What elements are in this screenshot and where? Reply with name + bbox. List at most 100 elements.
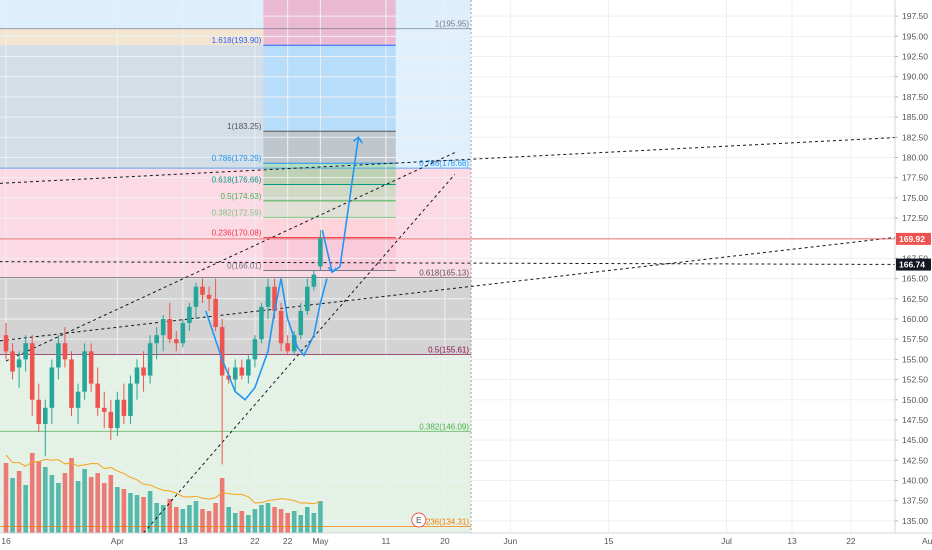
candle-body (75, 391, 81, 408)
price-tick-label: 190.00 (902, 72, 928, 82)
candle-body (206, 294, 212, 299)
volume-bar (3, 463, 9, 533)
fib-left-label: 1.618(193.90) (212, 36, 262, 45)
candle-body (29, 343, 35, 400)
volume-bar (141, 497, 146, 533)
fib-right-label: 0.618(165.13) (419, 269, 469, 278)
trend-line[interactable] (143, 174, 456, 534)
candle-body (291, 335, 297, 352)
time-tick-label: 22 (250, 536, 260, 546)
volume-bar (101, 483, 107, 533)
candle-body (219, 327, 225, 376)
candle-body (121, 399, 127, 416)
price-tick-label: 160.00 (902, 314, 928, 324)
price-tick-label: 192.50 (902, 52, 928, 62)
price-tick-label: 147.50 (902, 415, 928, 425)
volume-bar (200, 509, 205, 533)
fib-left-label: 0.382(172.59) (212, 208, 262, 217)
volume-bar (16, 471, 22, 533)
price-tick-label: 180.00 (902, 152, 928, 162)
trend-line[interactable] (5, 152, 455, 362)
candle-body (252, 339, 258, 360)
candle-body (62, 343, 68, 360)
candle-body (239, 367, 245, 376)
volume-bar (121, 489, 127, 533)
fib-left-label: 0.618(176.66) (212, 175, 262, 184)
price-tick-label: 135.00 (902, 516, 928, 526)
fib-left-label: 1(183.25) (227, 122, 262, 131)
price-tick-label: 172.50 (902, 213, 928, 223)
candle-body (56, 343, 61, 368)
candle-body (232, 367, 238, 380)
volume-bar (278, 509, 284, 533)
volume-bar (75, 481, 81, 533)
fib-right-label: 0.5(155.61) (428, 345, 469, 354)
trend-lines[interactable] (0, 135, 932, 534)
candles (3, 230, 323, 465)
candle-body (10, 351, 15, 372)
fib-zone-right-top (0, 28, 264, 46)
trend-line[interactable] (0, 236, 896, 342)
fib-zone-left (263, 0, 396, 46)
volume-bar (232, 513, 238, 533)
drawings[interactable]: E (205, 136, 427, 528)
fib-right-label: 0.382(146.09) (419, 422, 469, 431)
volume-bar (246, 515, 251, 533)
time-tick-label: May (312, 536, 329, 546)
volume-bar (174, 507, 179, 533)
time-tick-label: Apr (111, 536, 124, 546)
fib-left-label: 0(166.01) (227, 261, 262, 270)
marked-price-badge-label: 166.74 (899, 260, 925, 270)
fib-zone-right (0, 0, 472, 29)
volume-bar (49, 475, 55, 533)
price-tick-label: 157.50 (902, 334, 928, 344)
volume-bar (88, 477, 94, 533)
arrow-head (352, 136, 364, 144)
price-tick-label: 140.00 (902, 476, 928, 486)
candle-body (134, 367, 140, 384)
fib-zone-right (0, 277, 472, 355)
price-tick-label: 152.50 (902, 375, 928, 385)
candle-body (69, 359, 74, 408)
volume-bar (10, 478, 15, 533)
price-tick-label: 175.00 (902, 193, 928, 203)
candle-body (180, 323, 186, 344)
volume-bar (219, 478, 225, 533)
candle-body (298, 310, 304, 336)
volume-bar (193, 501, 199, 533)
volume-bar (239, 511, 245, 533)
candle-body (23, 343, 28, 360)
time-tick-label: Jul (721, 536, 732, 546)
candle-body (147, 343, 153, 376)
volume-bar (82, 469, 87, 533)
volume-bar (128, 493, 133, 533)
fib-left-label: 0.5(174.63) (220, 192, 261, 201)
volume-bar (43, 467, 48, 533)
volume-bar (298, 515, 304, 533)
volume-bar (305, 507, 310, 533)
volume-bar (36, 461, 42, 533)
cup-handle-drawing[interactable] (205, 278, 328, 401)
price-tick-label: 197.50 (902, 11, 928, 21)
earnings-marker[interactable] (411, 512, 427, 528)
fib-zone-left (263, 131, 396, 164)
projection-arrow[interactable] (321, 137, 360, 274)
time-tick-label: Aug (922, 536, 932, 546)
time-tick-label: 13 (787, 536, 797, 546)
volume-bar (147, 491, 153, 533)
last-price-badge-label: 169.92 (899, 234, 925, 244)
fib-right-label: 0.786(178.68) (419, 159, 469, 168)
price-tick-label: 155.00 (902, 354, 928, 364)
volume-bar (285, 513, 290, 533)
price-tick-label: 185.00 (902, 112, 928, 122)
volume-bars (3, 453, 323, 533)
candle-body (167, 318, 173, 340)
volume-bar (167, 499, 173, 533)
candle-body (82, 351, 87, 392)
candle-body (265, 286, 271, 307)
candle-body (193, 286, 199, 307)
candle-body (36, 399, 42, 424)
candle-body (318, 238, 323, 267)
